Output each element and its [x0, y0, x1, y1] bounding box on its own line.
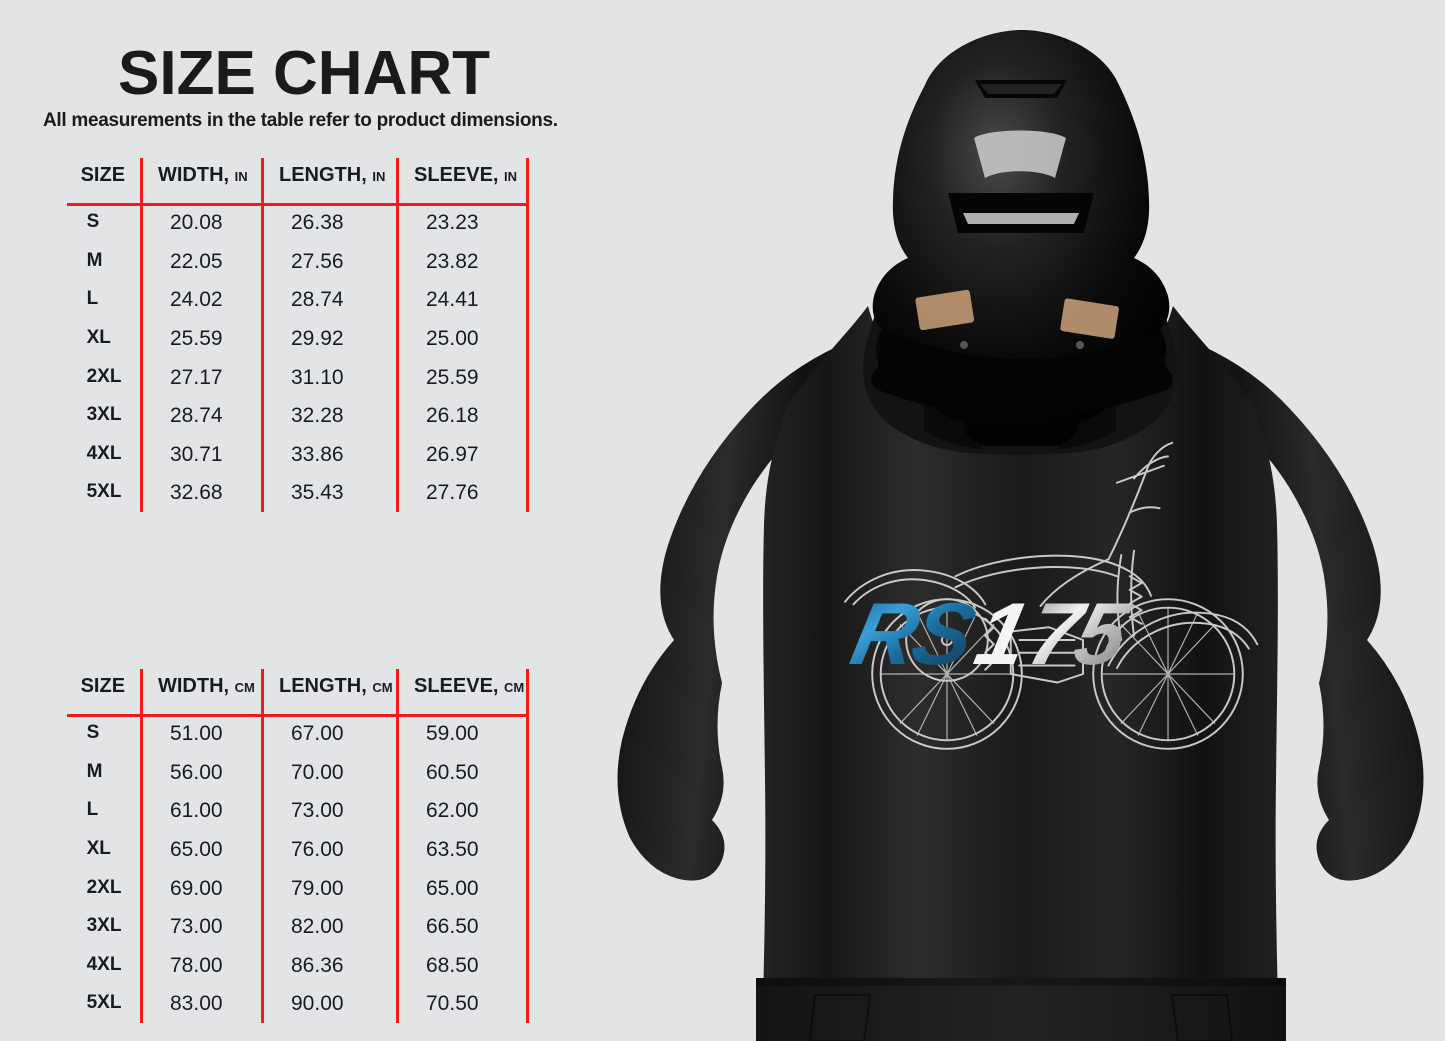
svg-text:RS: RS	[844, 584, 984, 683]
